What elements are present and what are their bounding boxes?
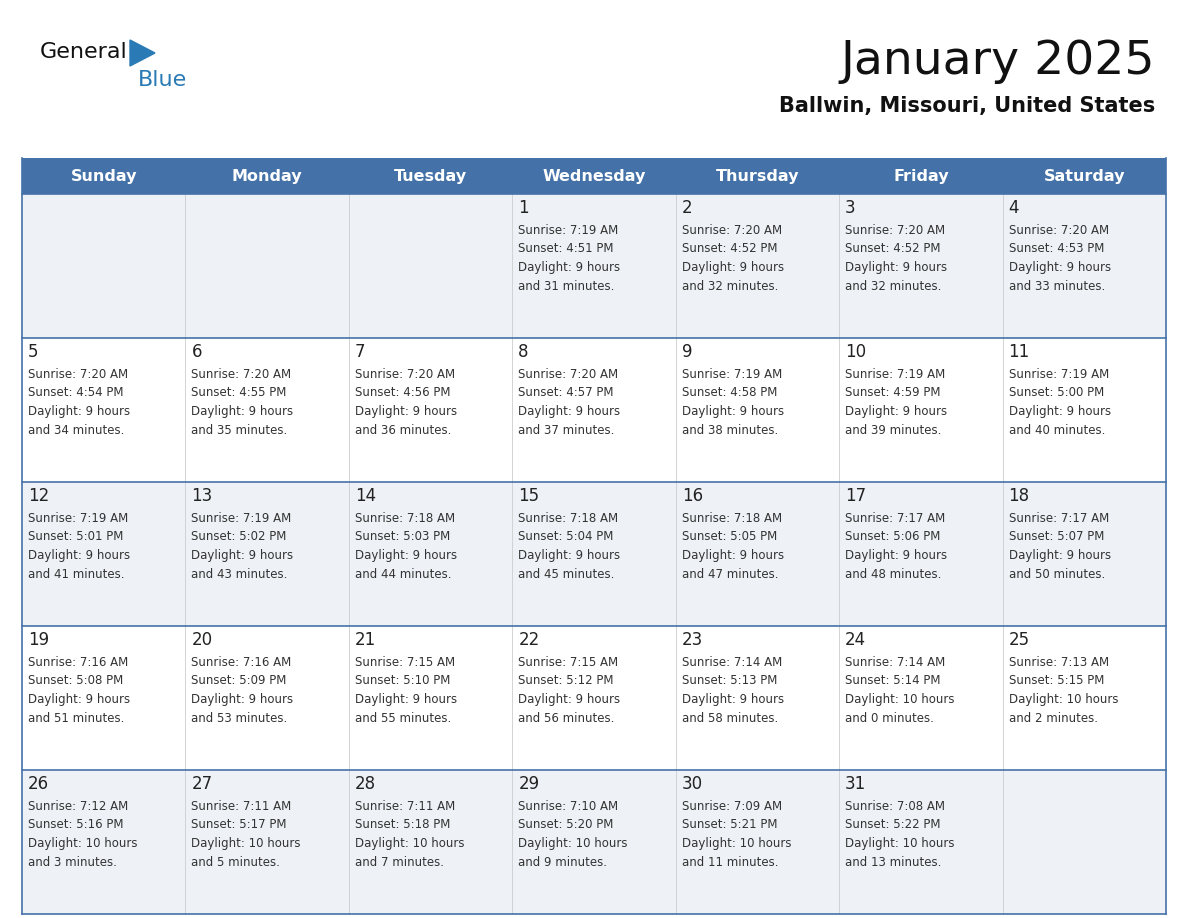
Text: 24: 24	[845, 631, 866, 649]
Text: 19: 19	[29, 631, 49, 649]
Bar	[23, 158, 1165, 194]
Bar	[23, 626, 1165, 770]
Text: Sunrise: 7:19 AM
Sunset: 5:01 PM
Daylight: 9 hours
and 41 minutes.: Sunrise: 7:19 AM Sunset: 5:01 PM Dayligh…	[29, 512, 131, 580]
Text: 10: 10	[845, 343, 866, 361]
Text: Friday: Friday	[893, 169, 949, 184]
Bar	[23, 194, 1165, 338]
Bar	[23, 338, 1165, 482]
Text: 31: 31	[845, 775, 866, 793]
Text: 27: 27	[191, 775, 213, 793]
Text: 7: 7	[355, 343, 366, 361]
Text: 2: 2	[682, 199, 693, 217]
Text: Wednesday: Wednesday	[542, 169, 646, 184]
Text: Sunrise: 7:08 AM
Sunset: 5:22 PM
Daylight: 10 hours
and 13 minutes.: Sunrise: 7:08 AM Sunset: 5:22 PM Dayligh…	[845, 800, 955, 868]
Text: Sunrise: 7:18 AM
Sunset: 5:05 PM
Daylight: 9 hours
and 47 minutes.: Sunrise: 7:18 AM Sunset: 5:05 PM Dayligh…	[682, 512, 784, 580]
Text: Sunrise: 7:19 AM
Sunset: 4:51 PM
Daylight: 9 hours
and 31 minutes.: Sunrise: 7:19 AM Sunset: 4:51 PM Dayligh…	[518, 224, 620, 293]
Text: 15: 15	[518, 487, 539, 505]
Text: Sunrise: 7:18 AM
Sunset: 5:04 PM
Daylight: 9 hours
and 45 minutes.: Sunrise: 7:18 AM Sunset: 5:04 PM Dayligh…	[518, 512, 620, 580]
Text: Monday: Monday	[232, 169, 303, 184]
Text: Sunrise: 7:09 AM
Sunset: 5:21 PM
Daylight: 10 hours
and 11 minutes.: Sunrise: 7:09 AM Sunset: 5:21 PM Dayligh…	[682, 800, 791, 868]
Text: Ballwin, Missouri, United States: Ballwin, Missouri, United States	[779, 96, 1155, 116]
Text: 16: 16	[682, 487, 703, 505]
Text: Sunrise: 7:15 AM
Sunset: 5:10 PM
Daylight: 9 hours
and 55 minutes.: Sunrise: 7:15 AM Sunset: 5:10 PM Dayligh…	[355, 656, 457, 724]
Text: 29: 29	[518, 775, 539, 793]
Text: Sunday: Sunday	[70, 169, 137, 184]
Text: Sunrise: 7:11 AM
Sunset: 5:17 PM
Daylight: 10 hours
and 5 minutes.: Sunrise: 7:11 AM Sunset: 5:17 PM Dayligh…	[191, 800, 301, 868]
Text: 5: 5	[29, 343, 38, 361]
Text: Sunrise: 7:16 AM
Sunset: 5:09 PM
Daylight: 9 hours
and 53 minutes.: Sunrise: 7:16 AM Sunset: 5:09 PM Dayligh…	[191, 656, 293, 724]
Text: 23: 23	[682, 631, 703, 649]
Text: Sunrise: 7:11 AM
Sunset: 5:18 PM
Daylight: 10 hours
and 7 minutes.: Sunrise: 7:11 AM Sunset: 5:18 PM Dayligh…	[355, 800, 465, 868]
Text: 21: 21	[355, 631, 377, 649]
Text: 18: 18	[1009, 487, 1030, 505]
Text: 22: 22	[518, 631, 539, 649]
Text: Sunrise: 7:14 AM
Sunset: 5:13 PM
Daylight: 9 hours
and 58 minutes.: Sunrise: 7:14 AM Sunset: 5:13 PM Dayligh…	[682, 656, 784, 724]
Text: 26: 26	[29, 775, 49, 793]
Text: Sunrise: 7:12 AM
Sunset: 5:16 PM
Daylight: 10 hours
and 3 minutes.: Sunrise: 7:12 AM Sunset: 5:16 PM Dayligh…	[29, 800, 138, 868]
Text: Sunrise: 7:19 AM
Sunset: 4:58 PM
Daylight: 9 hours
and 38 minutes.: Sunrise: 7:19 AM Sunset: 4:58 PM Dayligh…	[682, 368, 784, 436]
Text: Sunrise: 7:20 AM
Sunset: 4:55 PM
Daylight: 9 hours
and 35 minutes.: Sunrise: 7:20 AM Sunset: 4:55 PM Dayligh…	[191, 368, 293, 436]
Text: Sunrise: 7:20 AM
Sunset: 4:53 PM
Daylight: 9 hours
and 33 minutes.: Sunrise: 7:20 AM Sunset: 4:53 PM Dayligh…	[1009, 224, 1111, 293]
Text: 3: 3	[845, 199, 855, 217]
Text: Sunrise: 7:20 AM
Sunset: 4:52 PM
Daylight: 9 hours
and 32 minutes.: Sunrise: 7:20 AM Sunset: 4:52 PM Dayligh…	[682, 224, 784, 293]
Text: Sunrise: 7:15 AM
Sunset: 5:12 PM
Daylight: 9 hours
and 56 minutes.: Sunrise: 7:15 AM Sunset: 5:12 PM Dayligh…	[518, 656, 620, 724]
Text: Sunrise: 7:20 AM
Sunset: 4:56 PM
Daylight: 9 hours
and 36 minutes.: Sunrise: 7:20 AM Sunset: 4:56 PM Dayligh…	[355, 368, 457, 436]
Text: 4: 4	[1009, 199, 1019, 217]
Text: Blue: Blue	[138, 70, 188, 90]
Text: Sunrise: 7:19 AM
Sunset: 5:02 PM
Daylight: 9 hours
and 43 minutes.: Sunrise: 7:19 AM Sunset: 5:02 PM Dayligh…	[191, 512, 293, 580]
Text: Thursday: Thursday	[715, 169, 800, 184]
Text: 17: 17	[845, 487, 866, 505]
Text: Sunrise: 7:17 AM
Sunset: 5:06 PM
Daylight: 9 hours
and 48 minutes.: Sunrise: 7:17 AM Sunset: 5:06 PM Dayligh…	[845, 512, 947, 580]
Text: 8: 8	[518, 343, 529, 361]
Text: 25: 25	[1009, 631, 1030, 649]
Text: 11: 11	[1009, 343, 1030, 361]
Text: Sunrise: 7:20 AM
Sunset: 4:57 PM
Daylight: 9 hours
and 37 minutes.: Sunrise: 7:20 AM Sunset: 4:57 PM Dayligh…	[518, 368, 620, 436]
Text: 1: 1	[518, 199, 529, 217]
Polygon shape	[129, 40, 154, 66]
Text: 20: 20	[191, 631, 213, 649]
Text: 28: 28	[355, 775, 375, 793]
Text: 30: 30	[682, 775, 703, 793]
Text: General: General	[40, 42, 128, 62]
Text: Saturday: Saturday	[1043, 169, 1125, 184]
Text: Sunrise: 7:19 AM
Sunset: 5:00 PM
Daylight: 9 hours
and 40 minutes.: Sunrise: 7:19 AM Sunset: 5:00 PM Dayligh…	[1009, 368, 1111, 436]
Bar	[23, 770, 1165, 914]
Text: 6: 6	[191, 343, 202, 361]
Text: Sunrise: 7:16 AM
Sunset: 5:08 PM
Daylight: 9 hours
and 51 minutes.: Sunrise: 7:16 AM Sunset: 5:08 PM Dayligh…	[29, 656, 131, 724]
Text: 9: 9	[682, 343, 693, 361]
Text: Sunrise: 7:10 AM
Sunset: 5:20 PM
Daylight: 10 hours
and 9 minutes.: Sunrise: 7:10 AM Sunset: 5:20 PM Dayligh…	[518, 800, 627, 868]
Text: January 2025: January 2025	[840, 39, 1155, 84]
Text: Sunrise: 7:20 AM
Sunset: 4:52 PM
Daylight: 9 hours
and 32 minutes.: Sunrise: 7:20 AM Sunset: 4:52 PM Dayligh…	[845, 224, 947, 293]
Bar	[23, 482, 1165, 626]
Text: Sunrise: 7:17 AM
Sunset: 5:07 PM
Daylight: 9 hours
and 50 minutes.: Sunrise: 7:17 AM Sunset: 5:07 PM Dayligh…	[1009, 512, 1111, 580]
Text: Sunrise: 7:13 AM
Sunset: 5:15 PM
Daylight: 10 hours
and 2 minutes.: Sunrise: 7:13 AM Sunset: 5:15 PM Dayligh…	[1009, 656, 1118, 724]
Text: 14: 14	[355, 487, 375, 505]
Text: Sunrise: 7:14 AM
Sunset: 5:14 PM
Daylight: 10 hours
and 0 minutes.: Sunrise: 7:14 AM Sunset: 5:14 PM Dayligh…	[845, 656, 955, 724]
Text: Sunrise: 7:18 AM
Sunset: 5:03 PM
Daylight: 9 hours
and 44 minutes.: Sunrise: 7:18 AM Sunset: 5:03 PM Dayligh…	[355, 512, 457, 580]
Text: 13: 13	[191, 487, 213, 505]
Text: Sunrise: 7:19 AM
Sunset: 4:59 PM
Daylight: 9 hours
and 39 minutes.: Sunrise: 7:19 AM Sunset: 4:59 PM Dayligh…	[845, 368, 947, 436]
Text: 12: 12	[29, 487, 49, 505]
Text: Tuesday: Tuesday	[394, 169, 467, 184]
Text: Sunrise: 7:20 AM
Sunset: 4:54 PM
Daylight: 9 hours
and 34 minutes.: Sunrise: 7:20 AM Sunset: 4:54 PM Dayligh…	[29, 368, 131, 436]
